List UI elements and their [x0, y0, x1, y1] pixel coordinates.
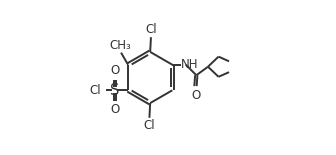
Text: NH: NH — [181, 58, 199, 71]
Text: O: O — [191, 89, 200, 102]
Text: CH₃: CH₃ — [110, 39, 131, 52]
Text: S: S — [110, 83, 120, 98]
Text: O: O — [110, 64, 120, 77]
Text: O: O — [110, 103, 120, 116]
Text: Cl: Cl — [143, 119, 155, 132]
Text: Cl: Cl — [90, 84, 101, 97]
Text: Cl: Cl — [145, 23, 157, 36]
